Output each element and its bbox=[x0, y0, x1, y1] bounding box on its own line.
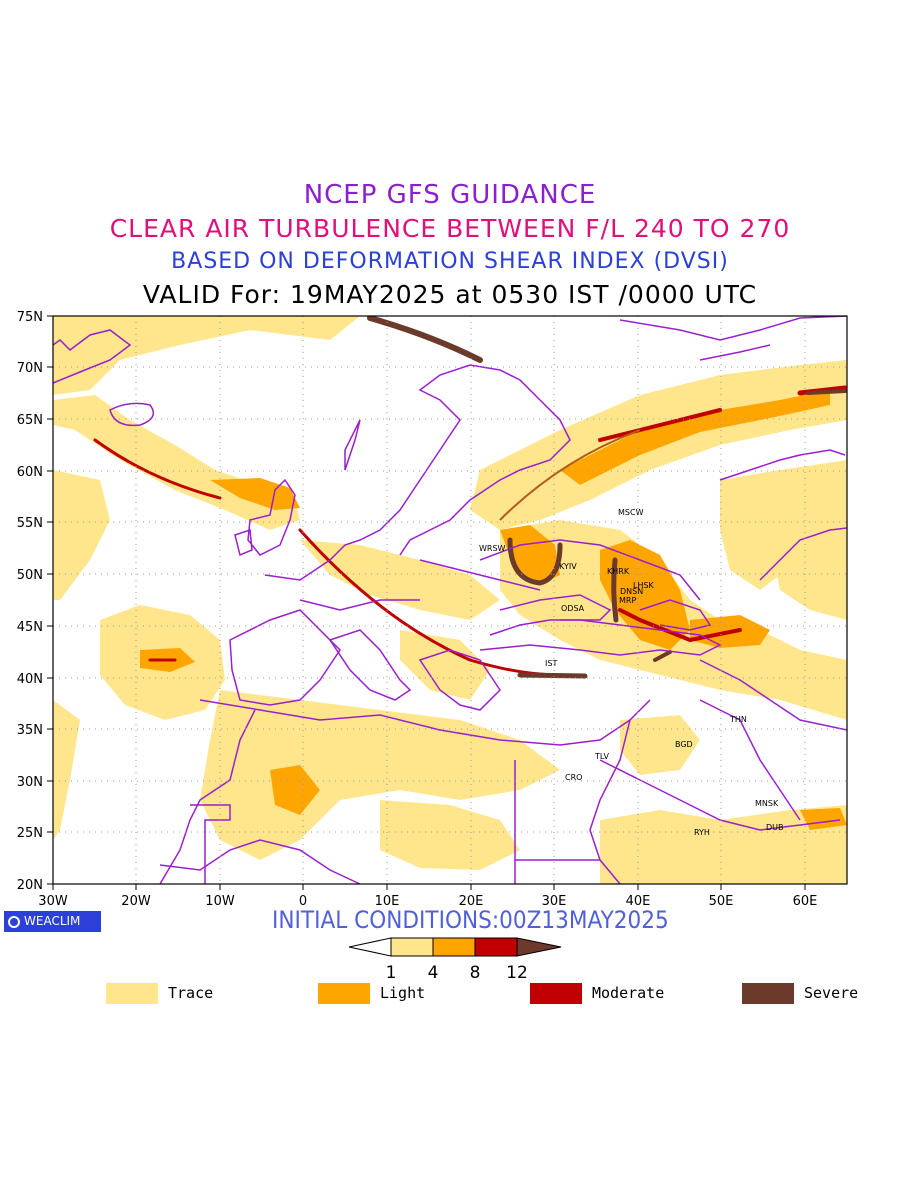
lat-label: 55N bbox=[17, 516, 43, 531]
colorbar-tick: 1 bbox=[386, 963, 397, 980]
legend-label: Moderate bbox=[592, 984, 665, 1002]
weaclim-logo: WEACLIM bbox=[4, 911, 101, 932]
jet-streak bbox=[499, 429, 641, 521]
severe-areas bbox=[367, 316, 847, 679]
lon-label: 0 bbox=[299, 894, 307, 909]
city-label: MRP bbox=[619, 596, 636, 605]
lat-label: 75N bbox=[17, 310, 43, 325]
colorbar-low-arrow bbox=[348, 937, 392, 957]
city-label: MNSK bbox=[755, 799, 779, 808]
legend-trace: Trace bbox=[106, 982, 213, 1004]
city-label: ODSA bbox=[561, 604, 585, 613]
turbulence-map: 75N 70N 65N 60N 55N 50N 45N 40N 35N 30N … bbox=[17, 310, 848, 980]
city-label: DUB bbox=[766, 823, 784, 832]
city-label: TLV bbox=[594, 752, 609, 761]
lat-label: 35N bbox=[17, 723, 43, 738]
colorbar-severe-arrow bbox=[516, 937, 562, 957]
coastlines bbox=[53, 316, 847, 884]
legend-moderate: Moderate bbox=[530, 982, 664, 1004]
lon-label: 30W bbox=[38, 894, 68, 909]
city-label: BGD bbox=[675, 740, 693, 749]
lon-label: 20W bbox=[121, 894, 151, 909]
city-label: MSCW bbox=[618, 508, 644, 517]
legend-swatch bbox=[530, 982, 582, 1004]
colorbar: 1 4 8 12 bbox=[348, 937, 562, 980]
city-label: RYH bbox=[694, 828, 710, 837]
legend-light: Light bbox=[318, 982, 425, 1004]
lat-label: 40N bbox=[17, 672, 43, 687]
legend-label: Trace bbox=[168, 984, 214, 1002]
lat-label: 65N bbox=[17, 413, 43, 428]
city-label: CRO bbox=[565, 773, 582, 782]
colorbar-tick: 4 bbox=[428, 963, 439, 980]
legend-severe: Severe bbox=[742, 982, 858, 1004]
lat-label: 50N bbox=[17, 568, 43, 583]
city-label: THN bbox=[729, 715, 747, 724]
lat-label: 25N bbox=[17, 826, 43, 841]
legend-swatch bbox=[318, 982, 370, 1004]
lon-label: 10E bbox=[375, 894, 400, 909]
turbulence-fields bbox=[53, 316, 847, 884]
lat-label: 70N bbox=[17, 361, 43, 376]
city-label: WRSW bbox=[479, 544, 506, 553]
legend-label: Light bbox=[380, 984, 426, 1002]
city-labels: MSCW WRSW KYIV KHRK LHSK DNSN MRP ODSA I… bbox=[479, 508, 784, 837]
brand-text: WEACLIM bbox=[24, 914, 81, 928]
lon-label: 40E bbox=[626, 894, 651, 909]
city-label: LHSK bbox=[633, 581, 655, 590]
city-label: KHRK bbox=[607, 567, 630, 576]
colorbar-light bbox=[432, 937, 476, 957]
city-label: IST bbox=[545, 659, 557, 668]
legend-swatch bbox=[106, 982, 158, 1004]
lon-label: 30E bbox=[542, 894, 567, 909]
latitude-labels: 75N 70N 65N 60N 55N 50N 45N 40N 35N 30N … bbox=[17, 310, 43, 893]
initial-conditions: INITIAL CONDITIONS:00Z13MAY2025 bbox=[272, 906, 669, 934]
lon-label: 50E bbox=[709, 894, 734, 909]
city-label: DNSN bbox=[620, 587, 643, 596]
graticule bbox=[53, 316, 847, 884]
legend-swatch bbox=[742, 982, 794, 1004]
city-label: KYIV bbox=[559, 562, 577, 571]
lon-label: 10W bbox=[205, 894, 235, 909]
title-line-1: NCEP GFS GUIDANCE bbox=[303, 180, 597, 210]
colorbar-tick: 12 bbox=[506, 963, 528, 980]
colorbar-tick: 8 bbox=[470, 963, 481, 980]
ticks bbox=[47, 315, 806, 890]
colorbar-moderate bbox=[474, 937, 518, 957]
title-line-2: CLEAR AIR TURBULENCE BETWEEN F/L 240 TO … bbox=[109, 214, 791, 243]
longitude-labels: 30W 20W 10W 0 10E 20E 30E 40E 50E 60E bbox=[38, 894, 817, 909]
lat-label: 30N bbox=[17, 775, 43, 790]
lat-label: 60N bbox=[17, 465, 43, 480]
legend-label: Severe bbox=[804, 984, 859, 1002]
colorbar-trace bbox=[390, 937, 434, 957]
map-frame bbox=[52, 315, 848, 885]
title-line-3: BASED ON DEFORMATION SHEAR INDEX (DVSI) bbox=[171, 249, 729, 274]
lat-label: 20N bbox=[17, 878, 43, 893]
lat-label: 45N bbox=[17, 620, 43, 635]
lon-label: 20E bbox=[459, 894, 484, 909]
title-valid-time: VALID For: 19MAY2025 at 0530 IST /0000 U… bbox=[142, 280, 758, 309]
lon-label: 60E bbox=[793, 894, 818, 909]
logo-ring-icon bbox=[8, 915, 20, 928]
